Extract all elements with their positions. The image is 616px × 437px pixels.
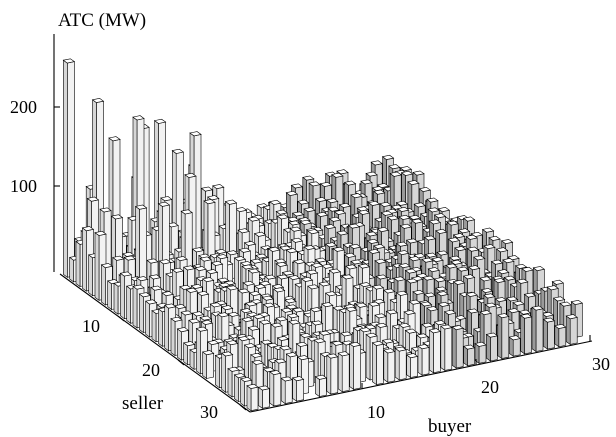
- bar-s23-b1: [201, 350, 215, 380]
- seller-tick-30: [239, 404, 247, 411]
- bar-s30-b24: [508, 335, 521, 357]
- bar-s30-b19: [451, 325, 464, 369]
- buyer-axis-label: buyer: [428, 416, 472, 437]
- buyer-tick-label-20: 20: [481, 377, 499, 397]
- bar-s1-b1: [62, 58, 76, 278]
- bar-s30-b3: [269, 370, 282, 407]
- seller-tick-20: [177, 359, 185, 366]
- bar-s30-b9: [337, 351, 350, 393]
- bar-s30-b7: [314, 374, 328, 398]
- bar-s30-b5: [291, 376, 305, 402]
- bar-s30-b2: [257, 385, 271, 409]
- bar-s30-b25: [519, 313, 533, 355]
- bar-s30-b4: [280, 376, 293, 405]
- buyer-tick-label-10: 10: [367, 402, 385, 422]
- seller-tick-label-30: 30: [200, 402, 218, 422]
- buyer-axis-line: [249, 340, 593, 413]
- bar-s30-b18: [440, 324, 453, 371]
- z-axis-label: ATC (MW): [58, 10, 146, 31]
- bar-s30-b14: [394, 346, 407, 381]
- bar-s30-b27: [542, 317, 556, 350]
- bar-s30-b17: [428, 328, 442, 374]
- bar-s30-b22: [485, 332, 499, 362]
- seller-tick-label-10: 10: [82, 316, 100, 336]
- bar-s30-b10: [348, 341, 362, 390]
- z-tick-label-200: 200: [10, 97, 37, 117]
- bar-s30-b13: [383, 348, 396, 383]
- bar-s30-b26: [531, 305, 544, 353]
- seller-axis-line: [59, 273, 251, 413]
- bar-s30-b20: [462, 344, 476, 367]
- seller-tick-10: [117, 315, 125, 322]
- seller-tick-label-20: 20: [142, 360, 160, 380]
- bar-s30-b23: [497, 313, 510, 360]
- buyer-tick-label-30: 30: [592, 354, 610, 374]
- bar-s30-b1: [246, 383, 259, 412]
- bar-s30-b29: [565, 314, 578, 345]
- bar-s30-b21: [474, 341, 487, 364]
- seller-axis-label: seller: [122, 393, 164, 414]
- bar-s30-b12: [371, 340, 385, 386]
- bar-s30-b15: [405, 353, 419, 379]
- bar-s30-b28: [554, 323, 567, 348]
- bar-s30-b8: [326, 353, 339, 395]
- z-tick-label-100: 100: [10, 176, 37, 196]
- bar-field: [62, 58, 584, 412]
- bar-s30-b16: [417, 344, 430, 376]
- bar-s7-b4: [134, 204, 148, 299]
